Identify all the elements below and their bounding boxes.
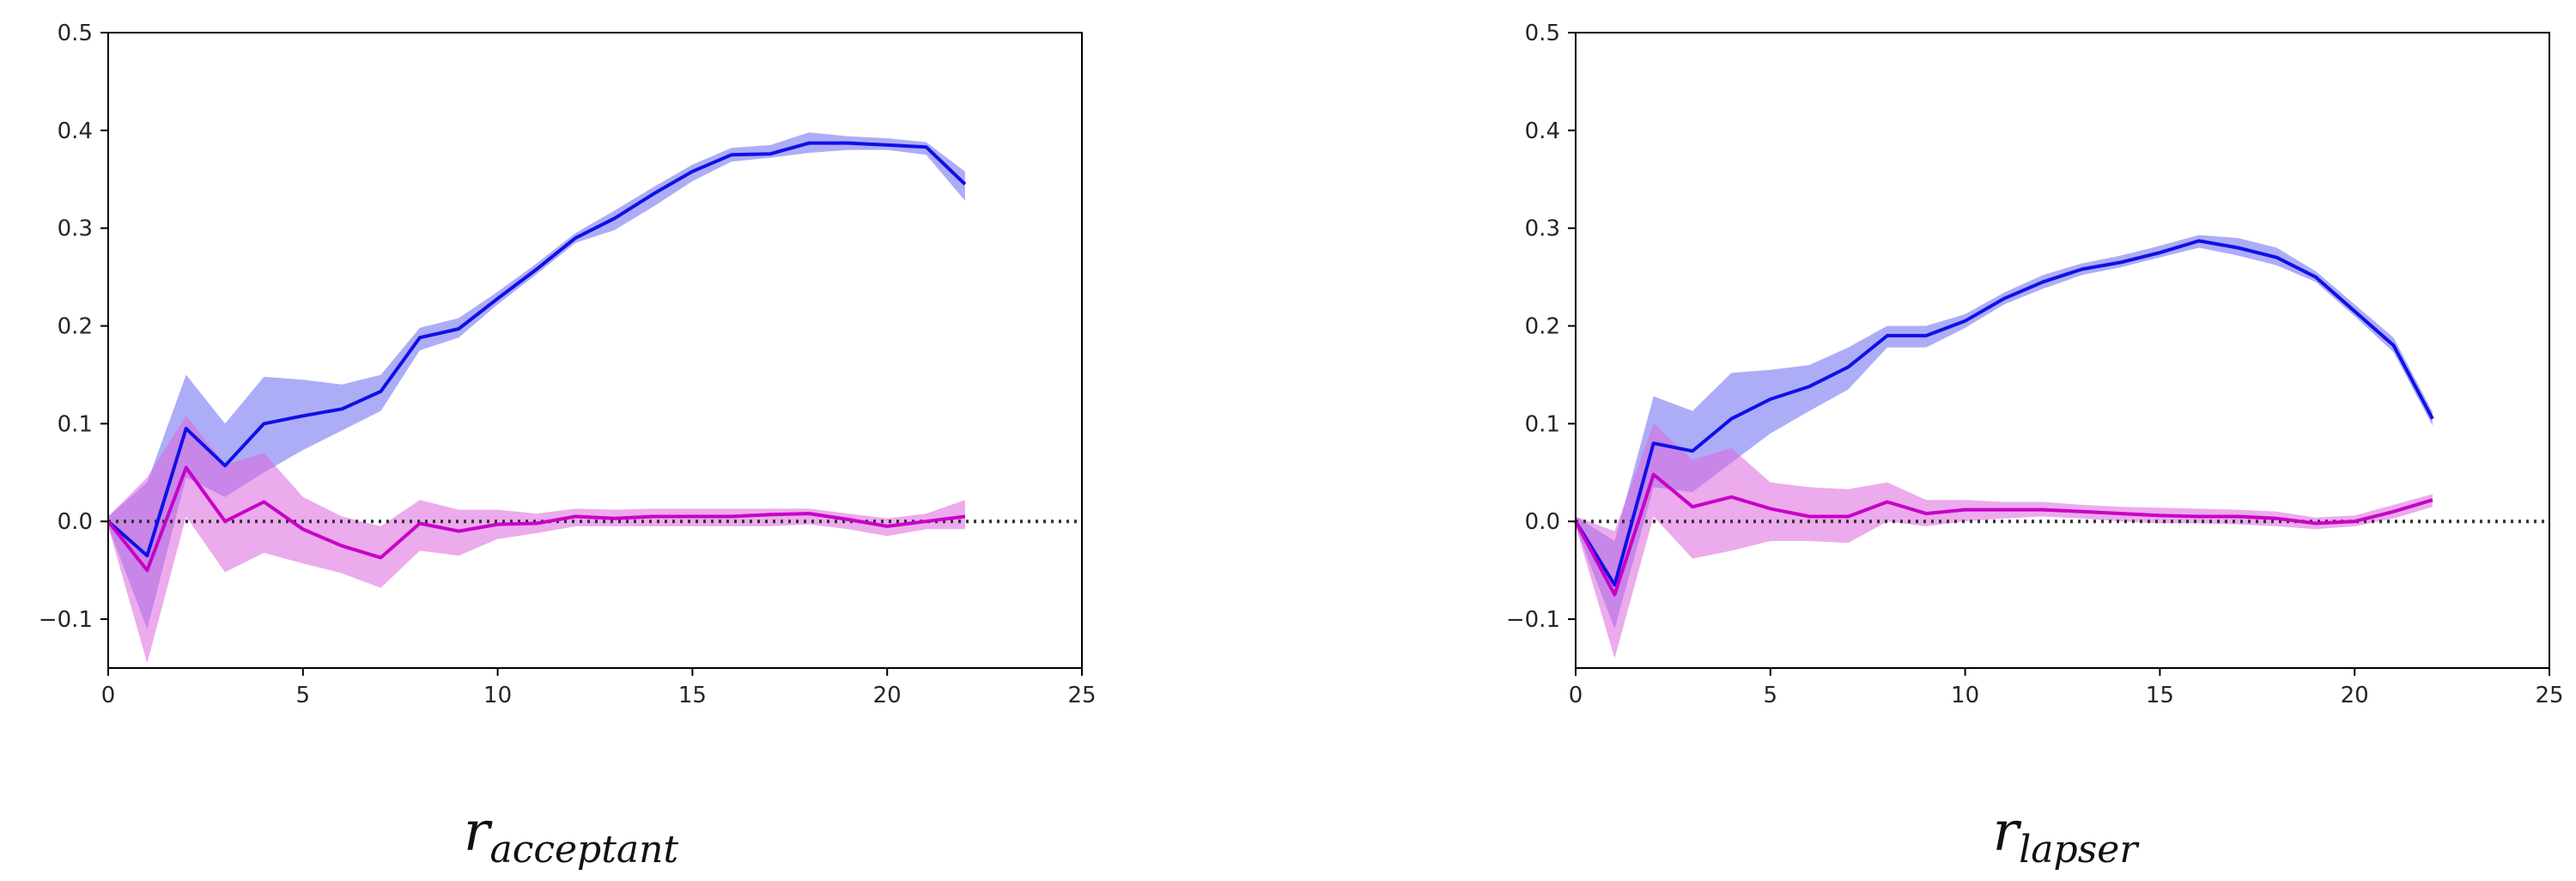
y-tick-label: 0.4 <box>1525 118 1560 144</box>
band-blue <box>1576 234 2433 629</box>
x-tick-label: 20 <box>873 683 902 708</box>
x-tick-label: 5 <box>1764 683 1778 708</box>
x-tick-label: 0 <box>101 683 116 708</box>
chart-lapser: 0 5 10 15 20 25 −0.1 0.0 0.1 0.2 0.3 0.4 0.5 rlapser <box>1506 21 2564 872</box>
chart-caption: racceptant <box>464 800 679 872</box>
y-tick-label: 0.5 <box>58 21 93 46</box>
axes-frame <box>107 32 1083 669</box>
y-tick-label: 0.3 <box>58 216 93 242</box>
y-tick-label: 0.2 <box>1525 314 1560 340</box>
y-tick-label: 0.3 <box>1525 216 1560 242</box>
band-magenta <box>108 416 965 664</box>
y-tick-label: 0.4 <box>58 118 93 144</box>
band-magenta <box>1576 423 2433 659</box>
y-tick-label: 0.1 <box>1525 411 1560 437</box>
series-line-blue <box>1574 239 2434 587</box>
y-tick-label: 0.2 <box>58 314 93 340</box>
y-tick-label: 0.0 <box>58 509 93 535</box>
y-tick-label: 0.0 <box>1525 509 1560 535</box>
series-line-magenta <box>106 465 966 573</box>
y-tick-label: −0.1 <box>1506 607 1560 633</box>
x-tick-label: 5 <box>296 683 311 708</box>
x-tick-label: 20 <box>2341 683 2369 708</box>
y-tick-label: −0.1 <box>39 607 93 633</box>
y-tick-label: 0.1 <box>58 411 93 437</box>
x-tick-label: 25 <box>2535 683 2563 708</box>
x-tick-label: 15 <box>2146 683 2174 708</box>
x-tick-label: 0 <box>1569 683 1583 708</box>
x-tick-label: 25 <box>1067 683 1096 708</box>
caption-base: r <box>464 800 493 864</box>
axes-frame <box>1575 32 2550 669</box>
x-tick-label: 10 <box>483 683 512 708</box>
series-line-blue <box>106 141 967 558</box>
caption-subscript: acceptant <box>489 828 678 872</box>
chart-caption: rlapser <box>1993 800 2141 872</box>
chart-acceptant: 0 5 10 15 20 25 −0.1 0.0 0.1 0.2 0.3 0.4 0.5 raccepta… <box>39 21 1097 872</box>
series-line-magenta <box>1574 472 2433 597</box>
x-tick-label: 15 <box>678 683 707 708</box>
x-tick-label: 10 <box>1951 683 1979 708</box>
caption-base: r <box>1993 800 2022 864</box>
caption-subscript: lapser <box>2019 828 2140 872</box>
band-blue <box>108 132 965 629</box>
y-tick-label: 0.5 <box>1525 21 1560 46</box>
